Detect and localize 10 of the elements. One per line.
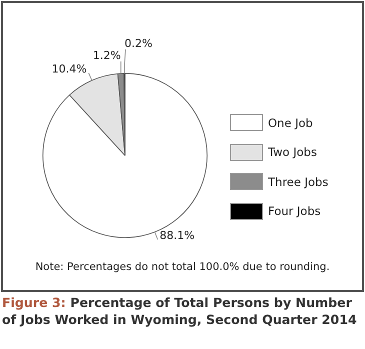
legend-label: Three Jobs [268,174,328,189]
legend-label: Four Jobs [268,204,321,218]
data-label: 10.4% [52,62,87,76]
data-label: 0.2% [124,36,152,50]
slice-label: One Job [268,116,313,130]
text: Note: Percentages do not total 100.0% due to rounding. [34,261,331,273]
data-label: 1.2% [92,48,121,62]
legend-label: Two Jobs [268,145,317,160]
data-label: 88.1% [160,228,195,242]
text: Figure 3: Percentage of Total Persons by Number of Jobs Worked in Wyoming, Second Quarter 2014 [2,294,358,328]
